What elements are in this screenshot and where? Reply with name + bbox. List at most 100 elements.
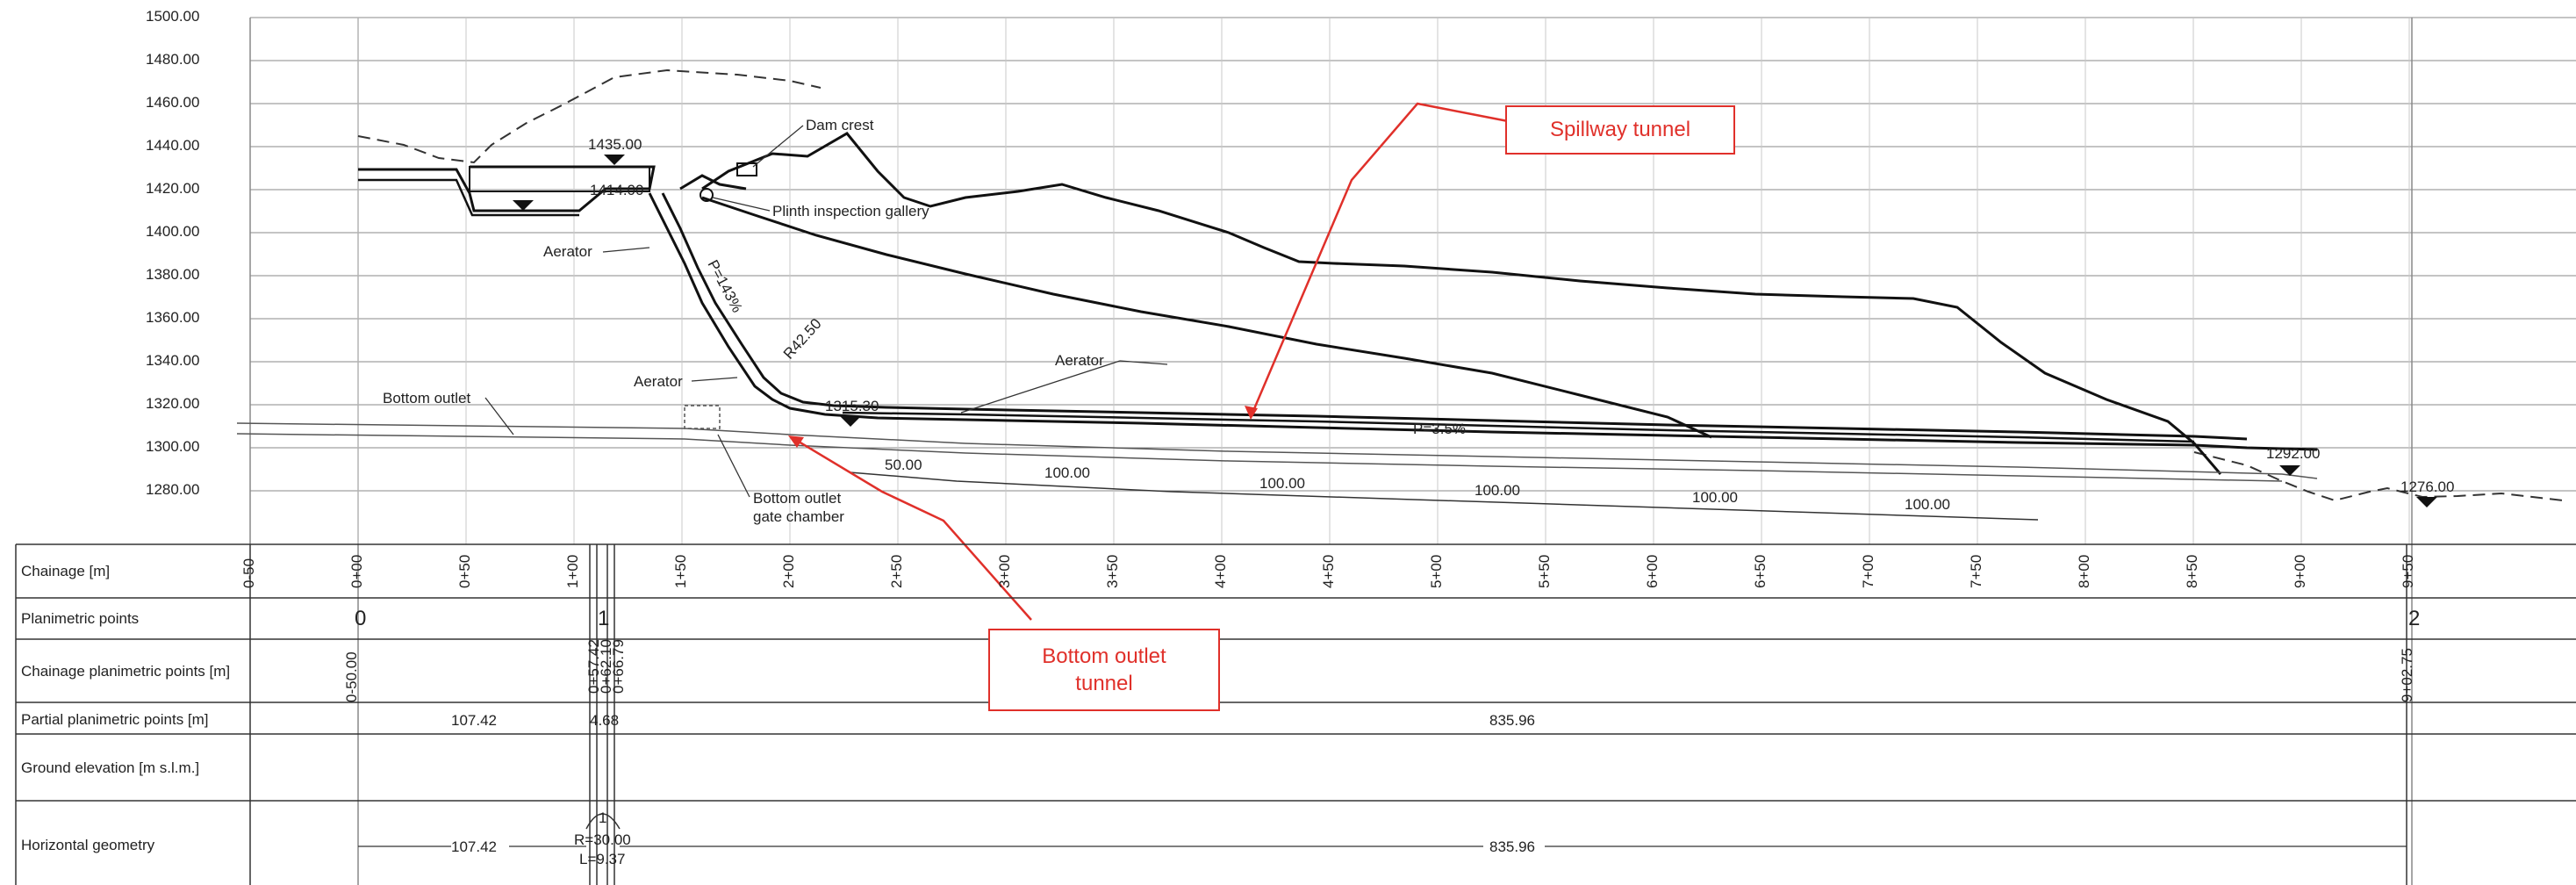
planimetric-point-2: 2 bbox=[2408, 607, 2420, 630]
elevation-label: 1360.00 bbox=[146, 309, 199, 326]
elevation-label: 1500.00 bbox=[146, 8, 199, 25]
chainage-label: 3+00 bbox=[996, 555, 1013, 588]
chainage-label: 8+00 bbox=[2076, 555, 2092, 588]
dimension-label: 100.00 bbox=[1044, 464, 1090, 481]
row-label-planimetric: Planimetric points bbox=[21, 610, 139, 627]
chainage-label: 2+00 bbox=[780, 555, 797, 588]
chainage-label: 6+00 bbox=[1644, 555, 1661, 588]
horizontal-geometry: 107.42 1 R=30.00 L=9.37 835.96 bbox=[358, 809, 2407, 867]
aerator-label-3: Aerator bbox=[1055, 352, 1104, 369]
bottom-outlet-callout-line1: Bottom outlet bbox=[1042, 644, 1166, 668]
elevation-grid bbox=[250, 17, 2576, 492]
bottom-outlet-label: Bottom outlet bbox=[383, 390, 470, 407]
bottom-outlet-tunnel-callout: Bottom outlet tunnel bbox=[988, 629, 1220, 711]
elevation-1292: 1292.00 bbox=[2266, 445, 2320, 462]
elevation-1435: 1435.00 bbox=[588, 136, 642, 153]
row-label-horizontal-geometry: Horizontal geometry bbox=[21, 837, 155, 853]
row-label-ground-elevation: Ground elevation [m s.l.m.] bbox=[21, 759, 199, 776]
gate-chamber-label-line2: gate chamber bbox=[753, 508, 844, 525]
row-label-chainage: Chainage [m] bbox=[21, 563, 110, 579]
radius-label: R42.50 bbox=[780, 315, 825, 362]
dimension-labels: 50.00 100.00 100.00 100.00 100.00 100.00 bbox=[885, 457, 1950, 513]
planimetric-point-1: 1 bbox=[598, 607, 609, 630]
dimension-line bbox=[849, 471, 2039, 521]
elevation-label: 1320.00 bbox=[146, 395, 199, 412]
dimension-label: 100.00 bbox=[1905, 496, 1950, 513]
intake-structure bbox=[358, 162, 2318, 451]
row-label-chainage-planimetric: Chainage planimetric points [m] bbox=[21, 663, 230, 680]
chainage-point-0: 0-50.00 bbox=[343, 651, 360, 702]
elevation-label: 1400.00 bbox=[146, 223, 199, 240]
elevation-label: 1480.00 bbox=[146, 51, 199, 68]
callout-arrowheads bbox=[788, 406, 1258, 448]
horizontal-curve-number: 1 bbox=[599, 809, 606, 826]
chainage-label: 0+00 bbox=[348, 555, 365, 588]
steep-slope-label: P=143% bbox=[704, 257, 745, 315]
row-label-partial: Partial planimetric points [m] bbox=[21, 711, 209, 728]
horizontal-length: L=9.37 bbox=[579, 851, 625, 867]
chainage-label: 7+50 bbox=[1968, 555, 1984, 588]
chainage-label: 3+50 bbox=[1104, 555, 1121, 588]
dimension-label: 100.00 bbox=[1692, 489, 1738, 506]
drawing-annotations: 1435.00 1414.00 1315.30 1292.00 1276.00 … bbox=[383, 117, 2454, 525]
elevation-label: 1340.00 bbox=[146, 352, 199, 369]
dam-crest-label: Dam crest bbox=[806, 117, 874, 133]
elevation-label: 1420.00 bbox=[146, 180, 199, 197]
elevation-label: 1440.00 bbox=[146, 137, 199, 154]
elevation-1315: 1315.30 bbox=[825, 398, 879, 414]
partial-2: 835.96 bbox=[1489, 712, 1535, 729]
elevation-label: 1300.00 bbox=[146, 438, 199, 455]
chainage-point-1c: 0+66.79 bbox=[610, 639, 627, 694]
horizontal-radius: R=30.00 bbox=[574, 831, 631, 848]
partial-planimetric-values: 107.42 4.68 835.96 bbox=[451, 712, 1535, 729]
spillway-lining bbox=[701, 196, 1712, 439]
dimension-label: 100.00 bbox=[1259, 475, 1305, 492]
elevation-label: 1460.00 bbox=[146, 94, 199, 111]
chainage-label: 1+00 bbox=[564, 555, 581, 588]
callout-arrows bbox=[793, 102, 1509, 621]
elevation-markers bbox=[513, 155, 2437, 507]
chainage-label: 5+50 bbox=[1536, 555, 1553, 588]
chainage-planimetric-values: 0-50.00 0+57.42 0+62.10 0+66.79 9+02.75 bbox=[343, 639, 2415, 702]
chainage-point-2: 9+02.75 bbox=[2399, 648, 2415, 702]
original-ground-line bbox=[357, 68, 822, 164]
gate-chamber-label-line1: Bottom outlet bbox=[753, 490, 841, 507]
chainage-label: 4+00 bbox=[1212, 555, 1229, 588]
excavation-line bbox=[358, 178, 579, 217]
table-row-labels: Chainage [m] Planimetric points Chainage… bbox=[21, 563, 230, 853]
chainage-label: 4+50 bbox=[1320, 555, 1337, 588]
chainage-gridlines bbox=[357, 18, 2410, 544]
chainage-point-1a: 0+57.42 bbox=[585, 639, 602, 694]
data-table-grid bbox=[15, 543, 2576, 885]
chainage-tick-labels: 0-50 0+00 0+50 1+00 1+50 2+00 2+50 3+00 3+50 4+00… bbox=[240, 555, 2416, 588]
aerator-label-2: Aerator bbox=[634, 373, 683, 390]
chainage-label: 9+50 bbox=[2400, 555, 2416, 588]
tunnel-slope-label: P=3.5% bbox=[1413, 421, 1466, 437]
bottom-outlet-callout-line2: tunnel bbox=[1075, 672, 1133, 695]
partial-1: 4.68 bbox=[590, 712, 619, 729]
partial-0: 107.42 bbox=[451, 712, 497, 729]
chainage-label: 0+50 bbox=[456, 555, 473, 588]
chainage-label: 1+50 bbox=[672, 555, 689, 588]
ground-profile bbox=[701, 132, 2222, 475]
chainage-label: 8+50 bbox=[2184, 555, 2200, 588]
elevation-label: 1380.00 bbox=[146, 266, 199, 283]
tunnel-crown-line bbox=[842, 411, 2195, 443]
chainage-label: 5+00 bbox=[1428, 555, 1445, 588]
chainage-point-1b: 0+62.10 bbox=[598, 639, 614, 694]
annotation-leaders bbox=[484, 125, 1168, 498]
chainage-label: 6+50 bbox=[1752, 555, 1769, 588]
dimension-label: 50.00 bbox=[885, 457, 922, 473]
aerator-label-1: Aerator bbox=[543, 243, 592, 260]
chainage-label: 7+00 bbox=[1860, 555, 1876, 588]
horizontal-left: 107.42 bbox=[451, 838, 497, 855]
horizontal-right: 835.96 bbox=[1489, 838, 1535, 855]
elevation-label: 1280.00 bbox=[146, 481, 199, 498]
spillway-tunnel-callout-text: Spillway tunnel bbox=[1549, 118, 1691, 142]
chainage-label: 9+00 bbox=[2292, 555, 2308, 588]
elevation-1276: 1276.00 bbox=[2400, 478, 2454, 495]
planimetric-points: 0 1 2 bbox=[355, 607, 2420, 630]
bottom-outlet-tunnel bbox=[236, 405, 2318, 482]
plinth-gallery-label: Plinth inspection gallery bbox=[772, 203, 929, 219]
